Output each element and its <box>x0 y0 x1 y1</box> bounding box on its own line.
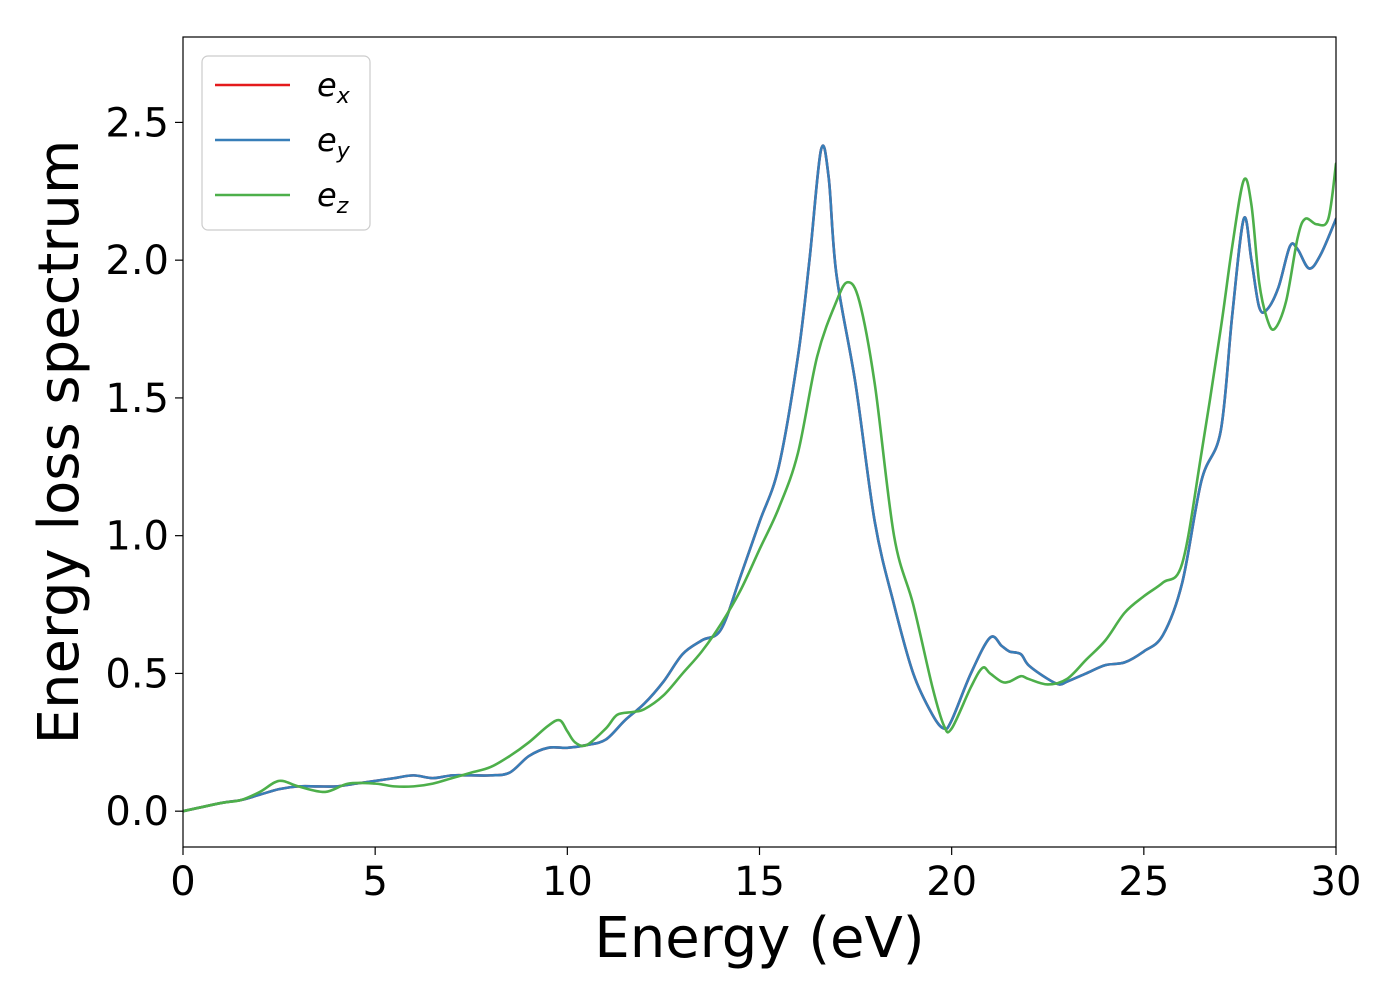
legend-label-z: ez <box>317 176 349 219</box>
x-tick-label: 5 <box>362 859 387 905</box>
legend-label-subscript: x <box>336 84 351 109</box>
y-tick-label: 0.0 <box>105 789 169 835</box>
x-axis-ticks: 0 5 10 15 20 25 30 <box>170 847 1361 905</box>
series-line-z <box>183 162 1336 813</box>
x-tick-label: 20 <box>926 859 977 905</box>
y-tick-label: 2.0 <box>105 238 169 284</box>
x-tick-label: 0 <box>170 859 195 905</box>
x-axis-title: Energy (eV) <box>594 906 924 971</box>
y-axis-title: Energy loss spectrum <box>27 140 92 745</box>
legend-box <box>201 55 371 231</box>
y-tick-label: 1.0 <box>105 514 169 560</box>
legend-label-subscript: y <box>336 139 351 164</box>
y-axis-ticks: 0.0 0.5 1.0 1.5 2.0 2.5 <box>105 100 183 835</box>
x-tick-label: 10 <box>542 859 593 905</box>
legend-label-base: e <box>317 176 337 214</box>
legend-label-x: ex <box>317 66 351 109</box>
y-tick-label: 1.5 <box>105 376 169 422</box>
plot-area <box>182 36 1337 848</box>
legend-label-base: e <box>317 121 337 159</box>
axes-background <box>183 37 1336 847</box>
x-tick-label: 25 <box>1118 859 1169 905</box>
legend-label-base: e <box>317 66 337 104</box>
series-layer <box>183 144 1336 813</box>
legend-label-subscript: z <box>336 194 349 219</box>
x-tick-label: 30 <box>1311 859 1362 905</box>
legend-label-y: ey <box>317 121 351 164</box>
x-tick-label: 15 <box>734 859 785 905</box>
y-tick-label: 0.5 <box>105 651 169 697</box>
series-line-y <box>183 144 1336 813</box>
y-tick-label: 2.5 <box>105 100 169 146</box>
